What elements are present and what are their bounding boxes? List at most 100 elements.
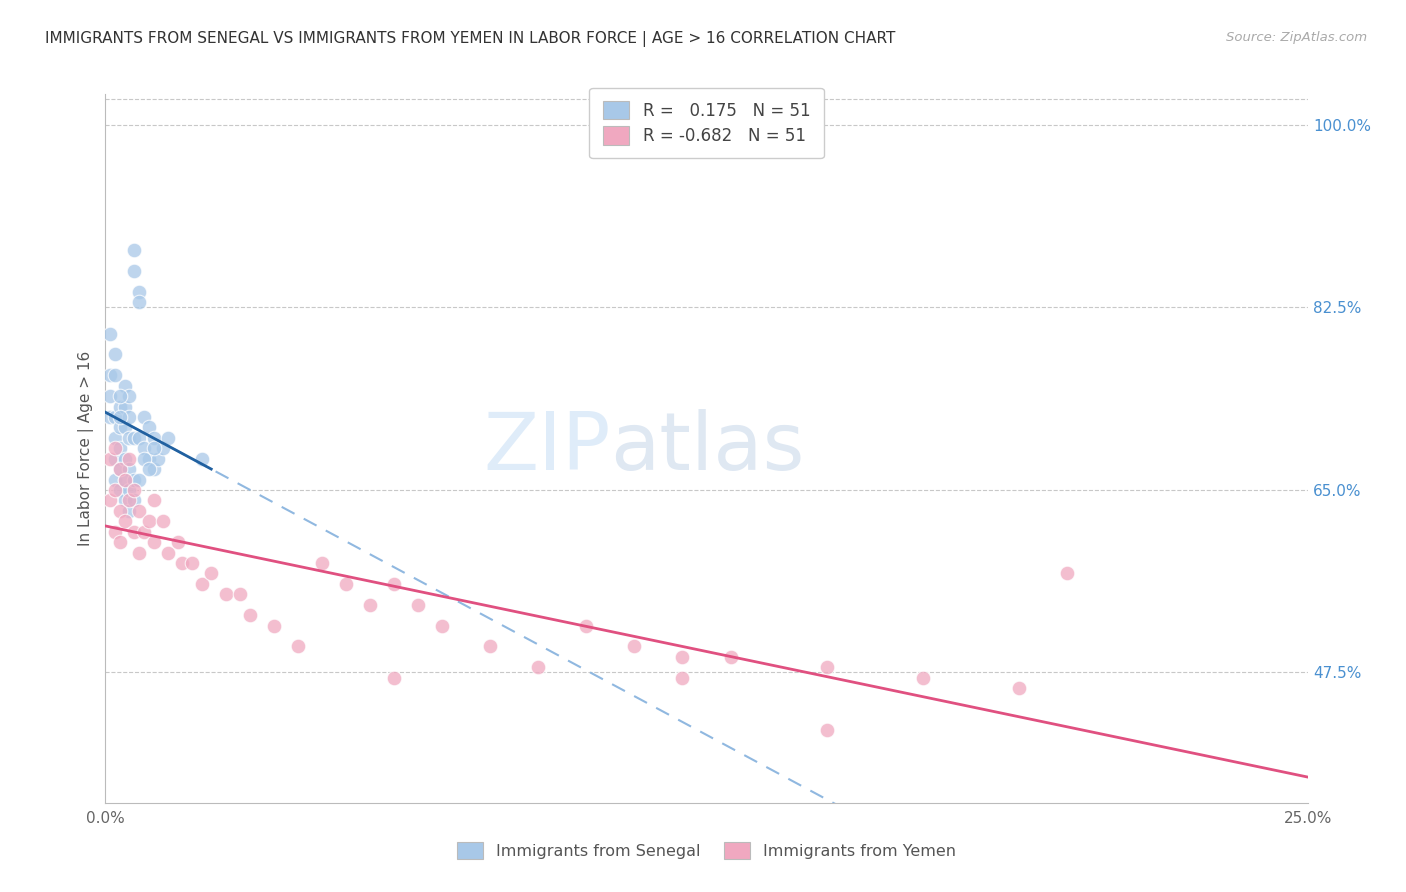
Point <box>108 462 131 476</box>
Point <box>108 483 131 497</box>
Point <box>359 598 381 612</box>
Point <box>382 576 405 591</box>
Point <box>142 535 165 549</box>
Point <box>114 493 136 508</box>
Point <box>104 473 127 487</box>
Point <box>142 442 165 456</box>
Point <box>190 451 212 466</box>
Point <box>108 389 131 403</box>
Text: atlas: atlas <box>610 409 804 487</box>
Point <box>114 514 136 528</box>
Point <box>911 671 934 685</box>
Point <box>172 556 194 570</box>
Point <box>104 368 127 383</box>
Point <box>124 243 146 257</box>
Point <box>98 368 121 383</box>
Point <box>311 556 333 570</box>
Point <box>104 347 127 361</box>
Point <box>575 618 598 632</box>
Point <box>118 389 141 403</box>
Point <box>132 451 155 466</box>
Point <box>138 420 160 434</box>
Point <box>148 451 170 466</box>
Point <box>118 462 141 476</box>
Point <box>118 409 141 424</box>
Point <box>118 493 141 508</box>
Point <box>128 473 150 487</box>
Point <box>118 431 141 445</box>
Point <box>124 493 146 508</box>
Point <box>114 451 136 466</box>
Point <box>156 431 179 445</box>
Point <box>142 462 165 476</box>
Point <box>382 671 405 685</box>
Point <box>108 535 131 549</box>
Point <box>142 493 165 508</box>
Point <box>104 442 127 456</box>
Point <box>124 473 146 487</box>
Point <box>108 420 131 434</box>
Point <box>128 504 150 518</box>
Point <box>114 378 136 392</box>
Point <box>200 566 222 581</box>
Point <box>527 660 550 674</box>
Point <box>108 462 131 476</box>
Point <box>138 451 160 466</box>
Point <box>114 473 136 487</box>
Point <box>335 576 357 591</box>
Point <box>214 587 236 601</box>
Text: IMMIGRANTS FROM SENEGAL VS IMMIGRANTS FROM YEMEN IN LABOR FORCE | AGE > 16 CORRE: IMMIGRANTS FROM SENEGAL VS IMMIGRANTS FR… <box>45 31 896 47</box>
Point <box>108 442 131 456</box>
Point <box>671 649 693 664</box>
Text: Source: ZipAtlas.com: Source: ZipAtlas.com <box>1226 31 1367 45</box>
Point <box>98 389 121 403</box>
Point <box>671 671 693 685</box>
Point <box>128 545 150 559</box>
Point <box>104 451 127 466</box>
Point <box>124 431 146 445</box>
Point <box>263 618 285 632</box>
Point <box>229 587 252 601</box>
Point <box>104 431 127 445</box>
Point <box>124 483 146 497</box>
Point <box>108 504 131 518</box>
Y-axis label: In Labor Force | Age > 16: In Labor Force | Age > 16 <box>79 351 94 546</box>
Point <box>118 483 141 497</box>
Point <box>104 409 127 424</box>
Point <box>132 442 155 456</box>
Point <box>239 608 262 623</box>
Point <box>98 493 121 508</box>
Point <box>108 400 131 414</box>
Point <box>152 442 174 456</box>
Point <box>1008 681 1031 695</box>
Point <box>181 556 204 570</box>
Point <box>142 431 165 445</box>
Point <box>156 545 179 559</box>
Point <box>98 326 121 341</box>
Point <box>152 514 174 528</box>
Point <box>118 451 141 466</box>
Point <box>128 285 150 299</box>
Point <box>720 649 742 664</box>
Point <box>138 462 160 476</box>
Point <box>124 524 146 539</box>
Point <box>406 598 429 612</box>
Point <box>479 640 502 654</box>
Point <box>118 504 141 518</box>
Point <box>114 473 136 487</box>
Point <box>623 640 645 654</box>
Point <box>132 524 155 539</box>
Point <box>104 483 127 497</box>
Point <box>190 576 212 591</box>
Text: ZIP: ZIP <box>484 409 610 487</box>
Point <box>430 618 453 632</box>
Point <box>98 451 121 466</box>
Point <box>108 409 131 424</box>
Point <box>114 400 136 414</box>
Point <box>132 409 155 424</box>
Point <box>114 420 136 434</box>
Point <box>128 295 150 310</box>
Point <box>128 431 150 445</box>
Point <box>815 660 838 674</box>
Point <box>166 535 188 549</box>
